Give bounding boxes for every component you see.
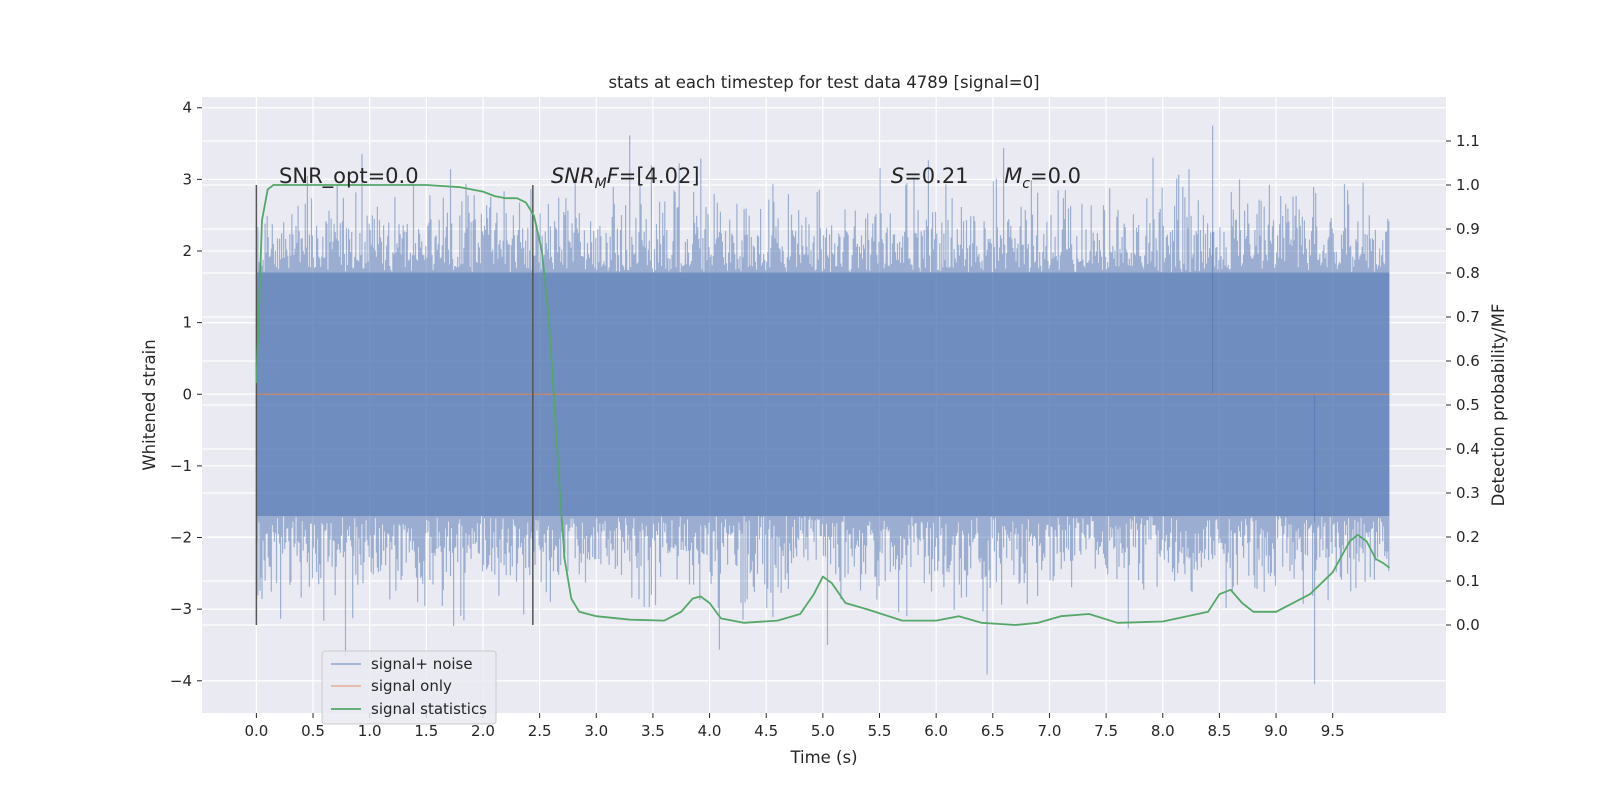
legend-label-signal-statistics: signal statistics	[371, 700, 487, 718]
y-tick-label-left: 0	[182, 385, 192, 403]
x-tick-label: 2.5	[528, 722, 552, 740]
y-tick-label-right: 1.1	[1456, 132, 1480, 150]
x-tick-label: 4.0	[698, 722, 722, 740]
x-tick-label: 1.0	[358, 722, 382, 740]
y-axis-label-right: Detection probability/MF	[1489, 304, 1508, 507]
x-tick-label: 8.0	[1151, 722, 1175, 740]
y-tick-label-left: −3	[170, 600, 192, 618]
x-tick-label: 8.5	[1207, 722, 1231, 740]
vertical-markers	[255, 185, 534, 625]
y-tick-label-right: 0.4	[1456, 440, 1480, 458]
x-tick-label: 2.0	[471, 722, 495, 740]
x-axis-label: Time (s)	[789, 748, 857, 767]
annotations: SNR_opt=0.0 SNRMF=[4.02] S=0.21 Mc=0.0	[279, 164, 1081, 192]
series-signal-statistics	[255, 184, 1390, 626]
x-tick-label: 7.5	[1094, 722, 1118, 740]
y-tick-label-left: 2	[182, 242, 192, 260]
y-tick-label-right: 0.5	[1456, 396, 1480, 414]
x-tick-label: 7.0	[1038, 722, 1062, 740]
x-tick-label: 5.5	[868, 722, 892, 740]
y-tick-label-right: 0.8	[1456, 264, 1480, 282]
y-tick-label-right: 0.1	[1456, 572, 1480, 590]
y-tick-label-left: 1	[182, 314, 192, 332]
y-tick-label-right: 1.0	[1456, 176, 1480, 194]
x-tick-label: 6.5	[981, 722, 1005, 740]
chart-title: stats at each timestep for test data 478…	[608, 73, 1039, 92]
x-tick-label: 4.5	[754, 722, 778, 740]
x-tick-label: 5.0	[811, 722, 835, 740]
x-tick-label: 3.5	[641, 722, 665, 740]
legend-box	[321, 650, 497, 725]
y-tick-label-right: 0.2	[1456, 528, 1480, 546]
legend: signal+ noise signal only signal statist…	[321, 650, 497, 725]
y-axis-label-left: Whitened strain	[140, 339, 159, 470]
annotation-3: Mc=0.0	[1004, 164, 1081, 192]
y-tick-label-right: 0.6	[1456, 352, 1480, 370]
y-tick-label-left: 4	[182, 99, 192, 117]
x-tick-label: 3.0	[584, 722, 608, 740]
x-tick-label: 9.5	[1321, 722, 1345, 740]
x-tick-label: 9.0	[1264, 722, 1288, 740]
y-tick-label-right: 0.7	[1456, 308, 1480, 326]
legend-label-signal-only: signal only	[371, 677, 452, 695]
axis-ticks: 0.0 0.5 1.0 1.5 2.0 2.5 3.0 3.5 4.0 4.5 5.0 5.5 6.0 6…	[170, 99, 1480, 740]
y-tick-label-left: −4	[170, 672, 192, 690]
annotation-1: SNRMF=[4.02]	[551, 164, 700, 192]
y-tick-label-right: 0.3	[1456, 484, 1480, 502]
y-tick-label-right: 0.0	[1456, 616, 1480, 634]
annotation-0: SNR_opt=0.0	[279, 164, 419, 189]
x-tick-label: 1.5	[414, 722, 438, 740]
x-tick-label: 6.0	[924, 722, 948, 740]
y-tick-label-left: 3	[182, 170, 192, 188]
y-tick-label-right: 0.9	[1456, 220, 1480, 238]
legend-label-signal-plus-noise: signal+ noise	[371, 655, 473, 673]
annotation-2: S=0.21	[891, 164, 969, 188]
y-tick-label-left: −1	[170, 457, 192, 475]
x-tick-label: 0.0	[244, 722, 268, 740]
x-tick-label: 0.5	[301, 722, 325, 740]
signal-statistics-line	[255, 184, 1390, 626]
y-tick-label-left: −2	[170, 529, 192, 547]
